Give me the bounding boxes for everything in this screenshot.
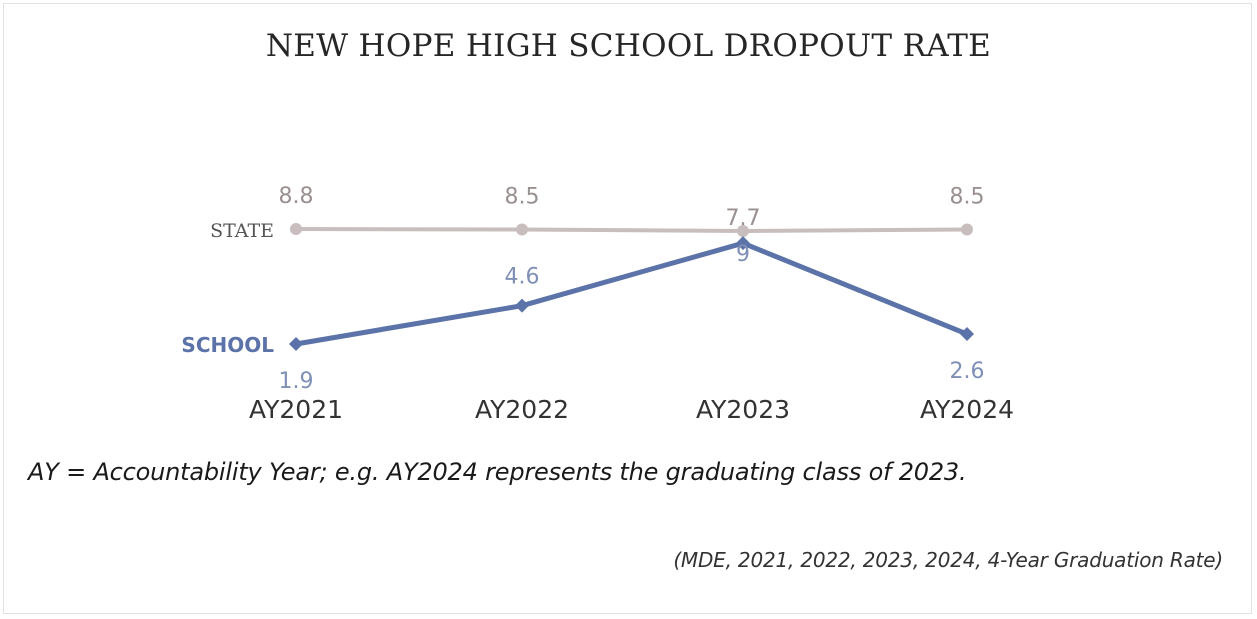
state-data-label: 8.5	[950, 185, 985, 210]
series-name-school: SCHOOL	[181, 333, 274, 357]
school-data-label: 2.6	[950, 359, 985, 384]
series-line-state	[296, 229, 967, 231]
x-tick-label: AY2021	[249, 395, 343, 424]
series-line-school	[296, 243, 967, 344]
state-point	[516, 224, 528, 236]
school-point	[960, 327, 974, 341]
x-tick-label: AY2023	[696, 395, 790, 424]
school-data-label: 4.6	[505, 265, 540, 290]
state-point	[290, 223, 302, 235]
series-name-state: STATE	[210, 220, 274, 242]
state-data-label: 7.7	[726, 206, 761, 231]
x-tick-label: AY2024	[920, 395, 1014, 424]
school-data-label: 9	[736, 242, 750, 267]
state-data-label: 8.5	[505, 185, 540, 210]
footnote: AY = Accountability Year; e.g. AY2024 re…	[28, 458, 966, 486]
school-data-label: 1.9	[279, 369, 314, 394]
state-point	[961, 224, 973, 236]
state-data-label: 8.8	[279, 184, 314, 209]
x-tick-label: AY2022	[475, 395, 569, 424]
source-citation: (MDE, 2021, 2022, 2023, 2024, 4-Year Gra…	[673, 548, 1223, 572]
school-point	[289, 337, 303, 351]
school-point	[515, 299, 529, 313]
